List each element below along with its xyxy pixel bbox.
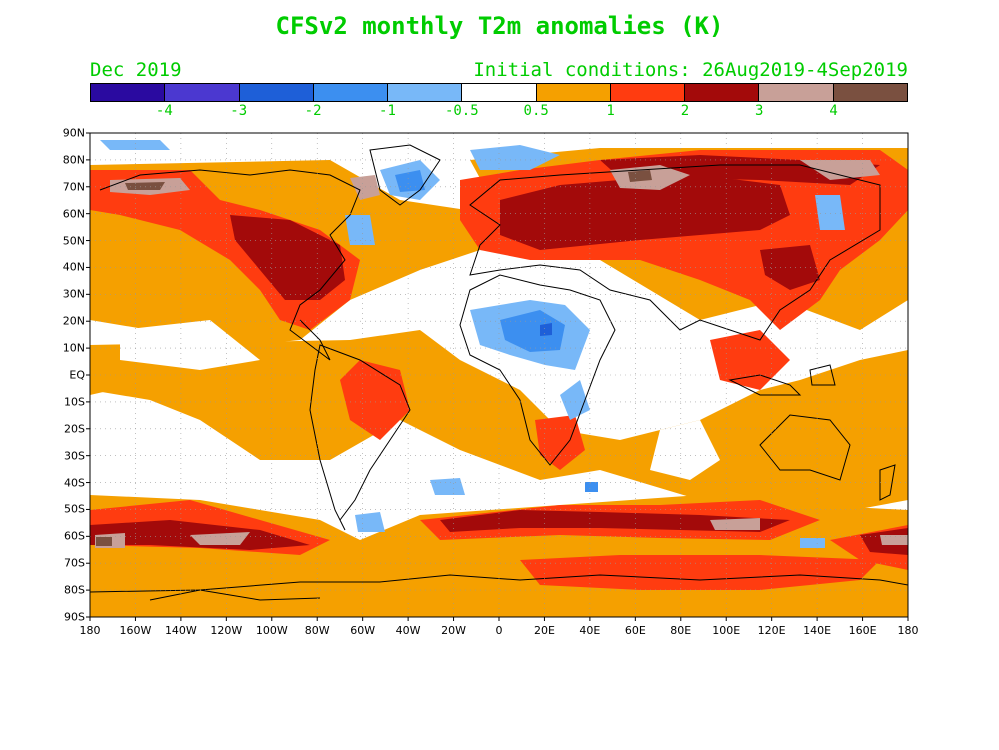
colorbar-swatch bbox=[685, 84, 760, 101]
longitude-label: 20E bbox=[533, 624, 555, 637]
longitude-label: 40W bbox=[395, 624, 421, 637]
colorbar-tick-label: 2 bbox=[680, 103, 690, 119]
latitude-label: 10N bbox=[62, 341, 85, 355]
colorbar-tick-label: -3 bbox=[230, 103, 248, 119]
latitude-label: EQ bbox=[69, 368, 85, 382]
colorbar-swatch bbox=[313, 84, 389, 101]
latitude-label: 10S bbox=[64, 395, 85, 409]
longitude-label: 100W bbox=[255, 624, 288, 637]
latitude-label: 90N bbox=[62, 126, 85, 140]
longitude-label: 140W bbox=[164, 624, 197, 637]
colorbar-swatch bbox=[833, 84, 907, 101]
chart-title: CFSv2 monthly T2m anomalies (K) bbox=[275, 12, 724, 40]
latitude-label: 50N bbox=[62, 234, 85, 248]
longitude-label: 180 bbox=[79, 624, 101, 637]
longitude-label: 180 bbox=[897, 624, 919, 637]
latitude-label: 20N bbox=[62, 314, 85, 328]
colorbar-tick-label: 4 bbox=[829, 103, 838, 119]
latitude-label: 90S bbox=[64, 610, 85, 624]
longitude-label: 160E bbox=[848, 624, 877, 637]
longitude-label: 160W bbox=[119, 624, 152, 637]
longitude-label: 120E bbox=[757, 624, 786, 637]
colorbar-tick-label: -4 bbox=[155, 103, 173, 119]
latitude-label: 30N bbox=[62, 287, 85, 301]
longitude-label: 40E bbox=[579, 624, 601, 637]
anomaly-level-neg-1 bbox=[395, 170, 598, 492]
colorbar-tick-label: 3 bbox=[755, 103, 764, 119]
forecast-month: Dec 2019 bbox=[90, 59, 182, 81]
latitude-label: 70S bbox=[64, 556, 85, 570]
longitude-label: 20W bbox=[441, 624, 466, 637]
colorbar-tick-label: 1 bbox=[606, 103, 615, 119]
longitude-label: 60W bbox=[350, 624, 376, 637]
coastlines bbox=[90, 144, 908, 601]
colorbar-ticks: -4 -3 -2 -1 -0.5 0.5 1 2 3 4 bbox=[90, 103, 908, 121]
gridlines bbox=[90, 133, 908, 617]
latitude-label: 50S bbox=[64, 502, 85, 516]
colorbar-swatch bbox=[388, 84, 463, 101]
colorbar-tick-label: 0.5 bbox=[523, 103, 549, 119]
longitude-label: 120W bbox=[210, 624, 243, 637]
colorbar-tick-label: -2 bbox=[304, 103, 322, 119]
colorbar-swatch bbox=[759, 84, 834, 101]
longitude-label: 100E bbox=[712, 624, 741, 637]
longitude-label: 80W bbox=[304, 624, 330, 637]
latitude-label: 40N bbox=[62, 260, 85, 274]
colorbar-swatch bbox=[462, 84, 537, 101]
initial-conditions: Initial conditions: 26Aug2019-4Sep2019 bbox=[473, 59, 908, 81]
anomaly-level-5 bbox=[96, 170, 652, 546]
colorbar-swatch bbox=[610, 84, 686, 101]
anomaly-level-neg-2 bbox=[540, 323, 552, 336]
longitude-label: 80E bbox=[670, 624, 692, 637]
latitude-label: 30S bbox=[64, 449, 85, 463]
latitude-label: 80S bbox=[64, 583, 85, 597]
longitude-label: 0 bbox=[495, 624, 503, 637]
latitude-label: 60N bbox=[62, 207, 85, 221]
colorbar-swatch bbox=[91, 84, 166, 101]
latitude-label: 60S bbox=[64, 529, 85, 543]
latitude-label: 20S bbox=[64, 422, 85, 436]
latitude-label: 80N bbox=[62, 153, 85, 167]
longitude-label: 60E bbox=[624, 624, 646, 637]
latitude-label: 40S bbox=[64, 476, 85, 490]
latitude-label: 70N bbox=[62, 180, 85, 194]
colorbar-swatch bbox=[536, 84, 611, 101]
colorbar-swatch bbox=[239, 84, 314, 101]
colorbar-tick-label: -1 bbox=[379, 103, 396, 119]
colorbar-tick-label: -0.5 bbox=[444, 103, 479, 119]
axis-ticks bbox=[86, 132, 909, 621]
colorbar bbox=[90, 83, 908, 102]
colorbar-swatch bbox=[165, 84, 240, 101]
longitude-label: 140E bbox=[803, 624, 832, 637]
